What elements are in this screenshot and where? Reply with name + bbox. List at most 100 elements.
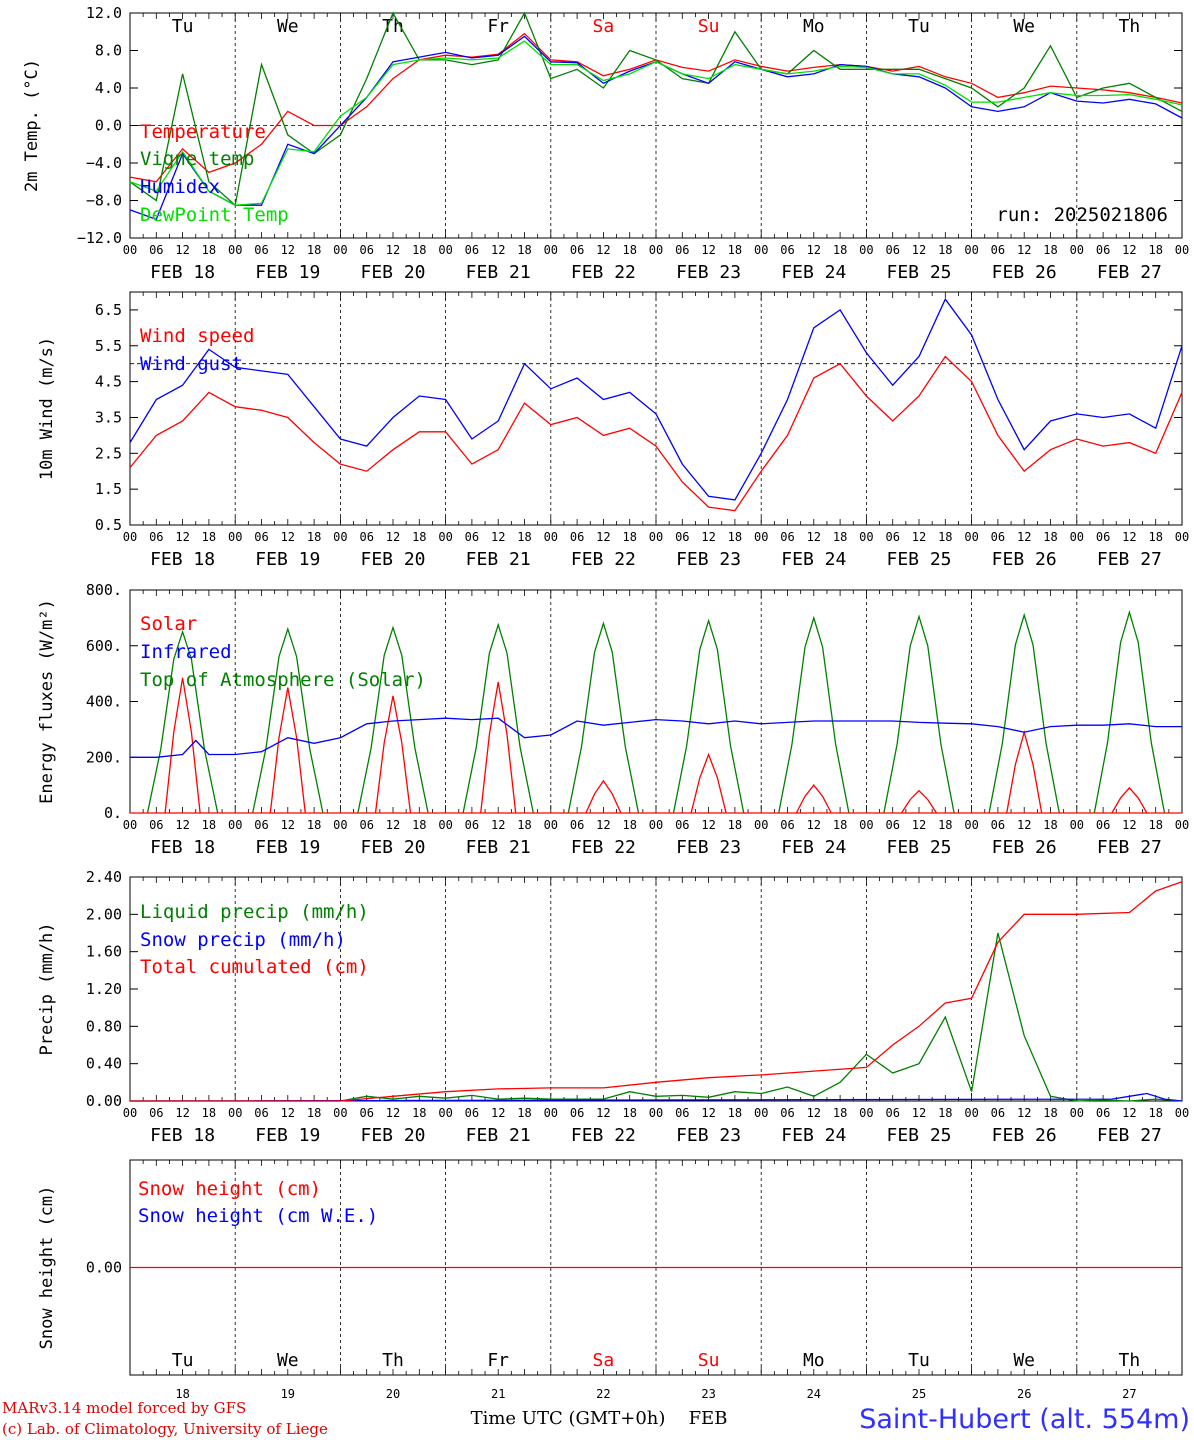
day-number: 22 [596, 1387, 610, 1401]
hour-label: 06 [570, 1106, 584, 1120]
day-label: We [277, 16, 299, 37]
hour-label: 12 [1122, 1106, 1136, 1120]
hour-label: 18 [1043, 818, 1057, 832]
date-label: FEB 23 [676, 549, 741, 570]
hour-label: 00 [754, 243, 768, 257]
hour-label: 12 [491, 1106, 505, 1120]
y-tick-label: 2.5 [95, 444, 122, 462]
hour-label: 18 [202, 1106, 216, 1120]
hour-label: 00 [754, 1106, 768, 1120]
x-axis-month: FEB [689, 1408, 728, 1429]
y-tick-label: 0.00 [86, 1092, 122, 1110]
hour-label: 00 [544, 1106, 558, 1120]
hour-label: 18 [1043, 243, 1057, 257]
date-label: FEB 25 [886, 262, 951, 283]
day-number: 23 [701, 1387, 715, 1401]
hour-label: 12 [281, 1106, 295, 1120]
legend-label: Solar [140, 613, 197, 635]
hour-label: 00 [544, 243, 558, 257]
date-label: FEB 22 [571, 837, 636, 858]
hour-label: 12 [596, 818, 610, 832]
toa-arc [778, 615, 850, 814]
date-label: FEB 20 [360, 262, 425, 283]
hour-label: 06 [675, 818, 689, 832]
hour-label: 06 [254, 1106, 268, 1120]
hour-label: 12 [912, 243, 926, 257]
series-line [130, 932, 1183, 1102]
hour-label: 18 [307, 818, 321, 832]
hour-label: 12 [386, 243, 400, 257]
hour-label: 18 [517, 243, 531, 257]
y-tick-label: 0.40 [86, 1055, 122, 1073]
hour-label: 00 [228, 818, 242, 832]
date-label: FEB 25 [886, 1125, 951, 1146]
hour-label: 06 [885, 530, 899, 544]
hour-label: 12 [912, 1106, 926, 1120]
hour-label: 00 [964, 1106, 978, 1120]
date-label: FEB 20 [360, 837, 425, 858]
day-label: Sa [593, 1350, 615, 1371]
hour-label: 12 [807, 818, 821, 832]
hour-label: 00 [333, 243, 347, 257]
hour-label: 18 [622, 818, 636, 832]
hour-label: 18 [938, 243, 952, 257]
date-label: FEB 27 [1097, 837, 1162, 858]
date-label: FEB 19 [255, 837, 320, 858]
hour-label: 12 [1122, 818, 1136, 832]
day-number: 25 [912, 1387, 926, 1401]
hour-label: 06 [465, 1106, 479, 1120]
date-label: FEB 21 [466, 837, 531, 858]
day-number: 26 [1017, 1387, 1031, 1401]
hour-label: 12 [281, 243, 295, 257]
day-label: Th [382, 1350, 404, 1371]
hour-label: 06 [254, 530, 268, 544]
series-line [129, 1092, 1183, 1102]
hour-label: 06 [465, 818, 479, 832]
y-tick-label: 400. [86, 693, 122, 711]
hour-label: 18 [412, 530, 426, 544]
hour-label: 18 [728, 243, 742, 257]
hour-label: 00 [859, 1106, 873, 1120]
legend-label: Snow height (cm) [138, 1178, 321, 1200]
y-axis-label: Snow height (cm) [37, 1186, 57, 1350]
station-name: Saint-Hubert (alt. 554m) [859, 1404, 1190, 1435]
toa-arc [357, 625, 429, 814]
series-line [129, 355, 1183, 512]
hour-label: 00 [1175, 530, 1189, 544]
hour-label: 06 [1096, 530, 1110, 544]
hour-label: 00 [123, 818, 137, 832]
hour-label: 06 [149, 530, 163, 544]
hour-label: 18 [728, 818, 742, 832]
hour-label: 12 [596, 530, 610, 544]
hour-label: 00 [1070, 243, 1084, 257]
hour-label: 12 [1017, 243, 1031, 257]
hour-label: 06 [570, 530, 584, 544]
hour-label: 12 [1122, 243, 1136, 257]
date-label: FEB 27 [1097, 262, 1162, 283]
date-label: FEB 22 [571, 262, 636, 283]
day-label: Mo [803, 1350, 825, 1371]
hour-label: 06 [675, 1106, 689, 1120]
series-line [130, 881, 1183, 1102]
solar-arc [374, 695, 412, 814]
hour-label: 00 [649, 243, 663, 257]
hour-label: 18 [1148, 1106, 1162, 1120]
hour-label: 12 [807, 243, 821, 257]
y-tick-label: 0.0 [95, 117, 122, 135]
date-label: FEB 26 [992, 262, 1057, 283]
legend-label: Top of Atmosphere (Solar) [140, 669, 426, 691]
x-axis-title: Time UTC (GMT+0h) [471, 1408, 666, 1429]
day-number: 21 [491, 1387, 505, 1401]
hour-label: 00 [438, 243, 452, 257]
hour-label: 00 [964, 243, 978, 257]
day-label: We [277, 1350, 299, 1371]
hour-label: 06 [885, 1106, 899, 1120]
hour-label: 06 [359, 1106, 373, 1120]
y-tick-label: 5.5 [95, 337, 122, 355]
hour-label: 06 [780, 530, 794, 544]
hour-label: 18 [202, 530, 216, 544]
hour-label: 12 [281, 530, 295, 544]
day-label: Tu [908, 16, 930, 37]
toa-arc [672, 618, 745, 814]
